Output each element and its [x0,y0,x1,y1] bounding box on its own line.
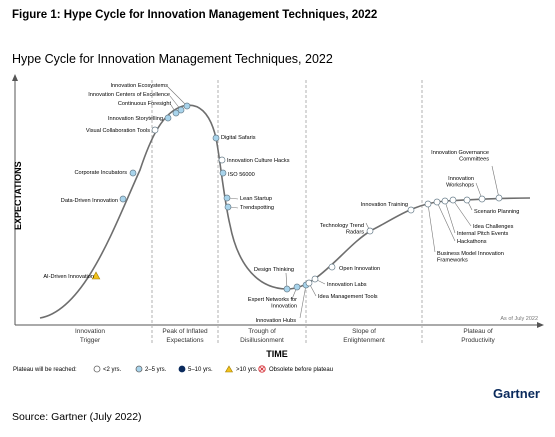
legend-label: Obsolete before plateau [269,367,333,373]
technology-marker [293,283,301,291]
phase-label: Enlightenment [343,337,385,344]
technology-marker [441,197,449,205]
phase-label: Disillusionment [240,337,284,344]
technology-marker [366,227,374,235]
phase-label: Innovation [75,328,105,335]
phase-dividers [151,80,423,345]
figure-title: Figure 1: Hype Cycle for Innovation Mana… [12,9,378,21]
y-axis-arrow [12,74,18,81]
legend-label: <2 yrs. [103,367,122,373]
technology-marker [407,206,415,214]
leader-line [427,203,436,253]
technology-label: Scenario Planning [474,209,519,215]
technology-label: Open Innovation [339,266,380,272]
leader-line [452,199,472,227]
technology-label: Innovation Storytelling [108,116,163,122]
technology-marker [478,195,486,203]
technology-label: Innovation Governance Committees [431,150,489,163]
x-axis-label: TIME [266,349,288,359]
technology-label: Design Thinking [254,267,294,273]
technology-marker [283,285,291,293]
technology-label: AI-Driven Innovation [43,274,94,280]
technology-marker [151,126,159,134]
technology-marker [129,169,137,177]
technology-marker [218,156,226,164]
technology-label: Hackathons [457,239,487,245]
technology-marker [463,196,471,204]
leader-line [491,165,500,199]
y-axis-label: EXPECTATIONS [13,161,23,230]
technology-label: Innovation Workshops [446,176,474,189]
technology-marker [449,196,457,204]
technology-label: Data-Driven Innovation [61,198,118,204]
source-note: Source: Gartner (July 2022) [12,411,142,423]
technology-marker [305,279,313,287]
legend-marker-2to5 [135,365,143,373]
legend: Plateau will be reached: <2 yrs. 2–5 yrs… [13,365,333,373]
legend-title: Plateau will be reached: [13,367,77,373]
legend-marker-gt10 [224,365,234,373]
technology-label: Continuous Foresight [118,101,172,107]
leader-line [299,284,307,319]
phase-label: Expectations [166,337,204,344]
technology-marker [183,102,191,110]
x-axis-arrow [537,322,544,328]
technology-label: Idea Management Tools [318,294,378,300]
phase-label: Plateau of [463,328,492,335]
technology-label: Innovation Hubs [256,318,297,324]
phase-label: Trough of [248,328,276,335]
technology-marker [328,263,336,271]
legend-marker-5to10 [178,365,186,373]
technology-marker [119,195,127,203]
technology-label: Innovation Culture Hacks [227,158,290,164]
legend-label: 2–5 yrs. [145,367,167,373]
technology-label: Innovation Labs [327,282,367,288]
technology-label: Expert Networks for Innovation [248,297,297,310]
as-of-note: As of July 2022 [500,316,538,322]
legend-marker-lt2 [93,365,101,373]
legend-marker-obsolete-x [259,366,265,372]
phase-label: Slope of [352,328,376,335]
technology-marker [212,134,220,142]
gartner-logo: Gartner [493,386,540,401]
legend-label: >10 yrs. [236,367,258,373]
leader-line [444,200,456,234]
technology-marker [91,271,101,280]
technology-label: Technology Trend Radars [320,223,364,236]
leader-line [436,201,456,242]
legend-label: 5–10 yrs. [188,367,213,373]
phase-label: Peak of Inflated [162,328,208,335]
technology-marker [172,109,180,117]
technology-marker [223,194,231,202]
technology-marker [311,275,319,283]
technology-label: Visual Collaboration Tools [86,128,150,134]
chart-title: Hype Cycle for Innovation Management Tec… [12,52,333,66]
technology-marker [177,106,185,114]
technology-label: Innovation Ecosystems [110,83,168,89]
technology-label: Idea Challenges [473,224,514,230]
technology-markers [91,86,503,319]
technology-marker [424,200,432,208]
leader-line [228,197,239,200]
technology-marker [224,203,232,211]
phase-label: Productivity [461,337,495,344]
leader-line [167,86,188,107]
technology-label: Lean Startup [240,196,272,202]
technology-label: ISO 56000 [228,172,255,178]
technology-marker [219,169,227,177]
technology-labels: AI-Driven Innovation Data-Driven Innovati… [43,83,519,324]
technology-label: Internal Pitch Events [457,231,509,237]
hype-curve [39,104,531,319]
technology-marker [433,198,441,206]
technology-marker [164,114,172,122]
phase-label: Trigger [80,337,101,344]
technology-label: Digital Safaris [221,135,256,141]
technology-label: Innovation Centers of Excellence [88,92,170,98]
technology-label: Trendspotting [240,205,274,211]
technology-label: Innovation Training [361,202,408,208]
technology-label: Business Model Innovation Frameworks [437,251,504,264]
technology-marker [495,194,503,202]
technology-label: Corporate Incubators [74,170,127,176]
